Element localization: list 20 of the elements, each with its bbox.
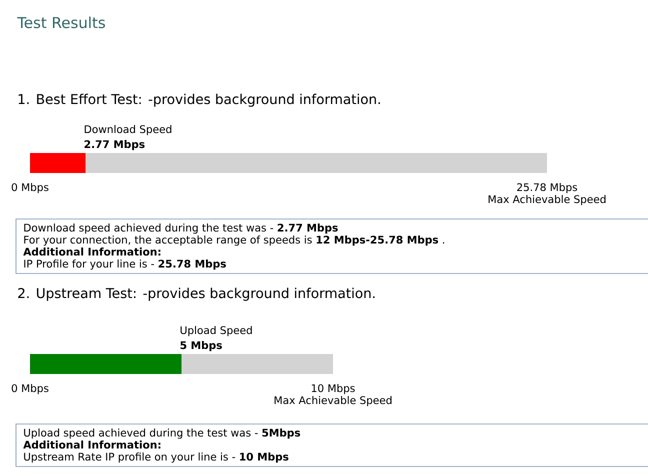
x-axis-title: Max Achievable Speed — [274, 396, 392, 406]
y-tick-label: Upload Speed — [180, 326, 252, 336]
chart-subtitle: 1. Best Effort Test: -provides background information. — [18, 94, 380, 107]
text: For your connection, the acceptable range of speeds is 12 Mbps-25.78 Mbps . — [24, 236, 444, 246]
chart-title: 2. Upstream Test: -provides background information. — [18, 288, 375, 301]
x-tick-label: 10 Mbps — [312, 384, 355, 394]
text: Upload speed achieved during the test was - 5Mbps — [24, 428, 300, 439]
text: Additional Information: — [23, 248, 160, 256]
text: Additional Information: — [23, 440, 160, 449]
data-label: 5 Mbps — [180, 341, 222, 352]
x-tick-label: 25.78 Mbps — [517, 183, 578, 194]
chart-title: Test Results — [17, 16, 105, 28]
x-tick-label: 0 Mbps — [12, 384, 48, 394]
data-label: 2.77 Mbps — [84, 140, 145, 150]
text: Download speed achieved during the test was - 2.77 Mbps — [24, 224, 338, 234]
x-tick-label: 0 Mbps — [12, 183, 48, 194]
x-axis-title: Max Achievable Speed — [488, 195, 606, 206]
y-tick-label: Download Speed — [84, 125, 172, 136]
text: IP Profile for your line is - 25.78 Mbps — [24, 260, 226, 270]
text: Upstream Rate IP profile on your line is - 10 Mbps — [24, 452, 288, 463]
